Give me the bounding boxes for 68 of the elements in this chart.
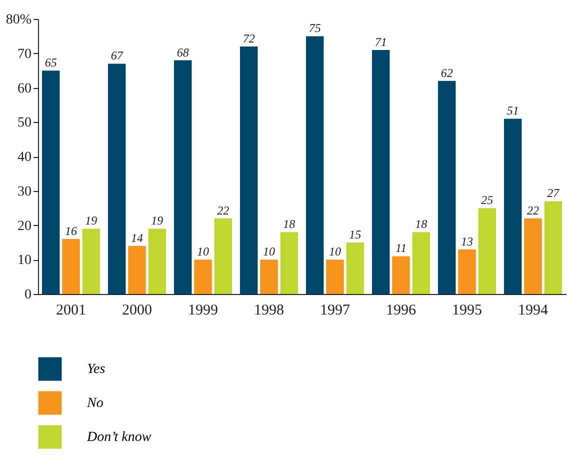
bar — [280, 232, 298, 294]
data-label: 18 — [415, 217, 428, 232]
x-tick-label: 2001 — [56, 302, 86, 318]
x-tick-label: 1995 — [452, 302, 482, 318]
y-tick-label: 80% — [6, 12, 32, 28]
bar — [372, 50, 390, 294]
data-label: 71 — [374, 34, 387, 49]
data-label: 51 — [506, 104, 519, 118]
bar — [174, 60, 192, 294]
bar — [306, 36, 324, 294]
x-tick-label: 1997 — [320, 302, 350, 318]
bar — [458, 249, 476, 294]
bar — [478, 208, 496, 294]
legend-label: Yes — [87, 362, 106, 377]
data-label: 10 — [263, 244, 275, 259]
data-label: 68 — [176, 45, 189, 60]
y-tick-label: 50 — [18, 116, 32, 131]
data-label: 19 — [85, 214, 98, 228]
data-label: 13 — [461, 234, 473, 248]
y-tick-label: 30 — [18, 184, 32, 200]
bar — [240, 46, 258, 294]
data-label: 22 — [217, 203, 230, 218]
data-label: 18 — [283, 217, 296, 232]
bar — [108, 64, 126, 294]
data-label: 19 — [151, 214, 164, 228]
bar — [260, 260, 278, 294]
y-tick-label: 60 — [18, 81, 32, 96]
y-tick-label: 40 — [18, 150, 32, 165]
x-tick-label: 1994 — [518, 302, 548, 318]
data-label: 72 — [242, 32, 255, 46]
data-label: 75 — [308, 21, 321, 36]
bar — [214, 218, 232, 294]
bar — [42, 70, 60, 294]
x-tick-label: 1999 — [188, 302, 218, 318]
data-label: 14 — [131, 230, 143, 245]
data-label: 25 — [481, 193, 494, 208]
data-label: 15 — [349, 227, 362, 242]
bar — [412, 232, 430, 294]
legend-label: Don’t know — [86, 430, 152, 445]
data-label: 16 — [65, 224, 77, 238]
bar — [524, 218, 542, 294]
bar — [128, 246, 146, 294]
data-label: 27 — [547, 186, 560, 200]
data-label: 65 — [44, 56, 57, 70]
bar — [438, 80, 456, 294]
data-label: 11 — [395, 241, 407, 256]
data-label: 67 — [110, 48, 124, 63]
x-tick-label: 2000 — [122, 302, 152, 318]
bar — [504, 118, 522, 294]
y-tick-label: 20 — [18, 218, 32, 234]
data-label: 10 — [197, 244, 209, 259]
x-tick-label: 1998 — [254, 302, 284, 318]
y-tick-label: 70 — [18, 46, 32, 62]
data-label: 62 — [440, 66, 453, 80]
bar — [326, 260, 344, 294]
data-label: 10 — [329, 244, 341, 259]
bar — [148, 228, 166, 294]
bar — [62, 239, 80, 294]
x-tick-label: 1996 — [386, 302, 416, 318]
bar — [82, 228, 100, 294]
legend-label: No — [86, 396, 104, 411]
bar — [346, 242, 364, 294]
y-tick-label: 0 — [24, 288, 32, 302]
y-tick-label: 10 — [18, 253, 32, 268]
bar — [392, 256, 410, 294]
bar — [544, 201, 562, 294]
data-label: 22 — [527, 203, 539, 218]
bar — [194, 260, 212, 294]
